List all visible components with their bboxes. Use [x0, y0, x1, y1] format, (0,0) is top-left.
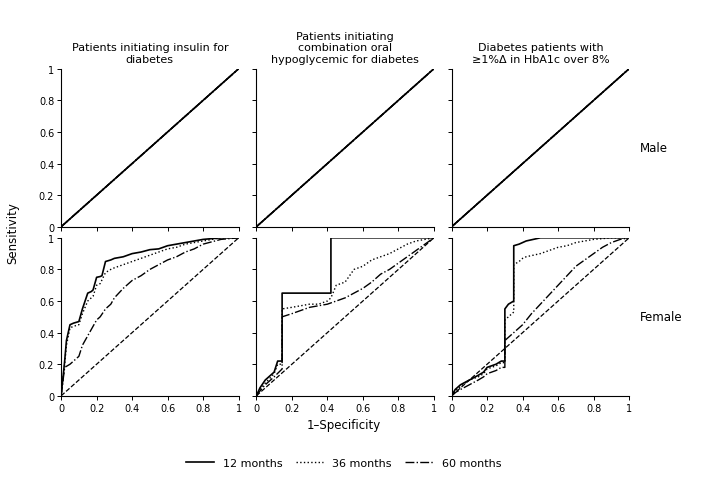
Text: Patients initiating
combination oral
hypoglycemic for diabetes: Patients initiating combination oral hyp…: [271, 32, 419, 65]
Text: Patients initiating insulin for
diabetes: Patients initiating insulin for diabetes: [72, 43, 228, 65]
Text: 1–Specificity: 1–Specificity: [306, 418, 381, 432]
Text: Male: Male: [640, 142, 668, 155]
Text: Diabetes patients with
≥1%Δ in HbA1c over 8%: Diabetes patients with ≥1%Δ in HbA1c ove…: [472, 43, 609, 65]
Text: Female: Female: [640, 311, 682, 324]
Legend: 12 months, 36 months, 60 months: 12 months, 36 months, 60 months: [182, 453, 505, 472]
Text: Sensitivity: Sensitivity: [6, 202, 19, 264]
